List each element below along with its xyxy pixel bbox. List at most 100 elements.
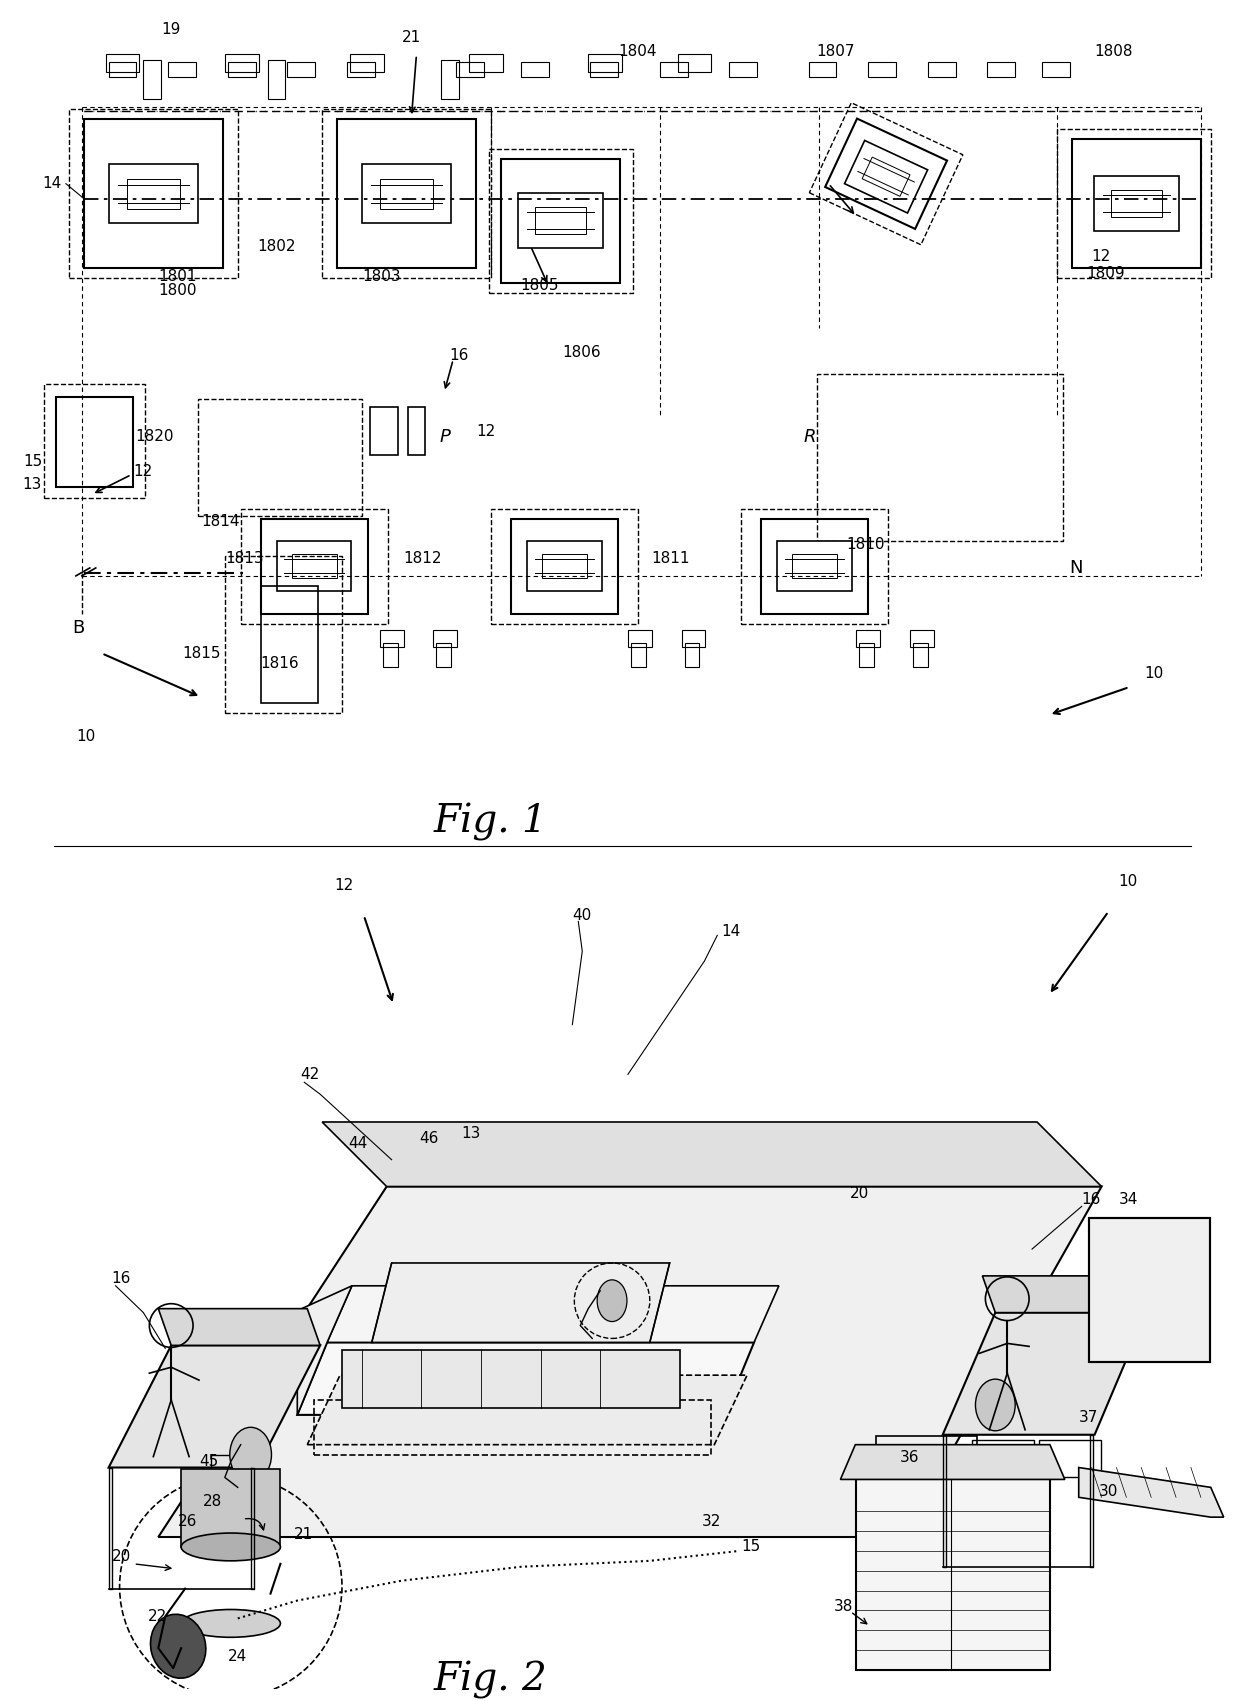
Text: 1804: 1804	[618, 44, 656, 60]
Text: 42: 42	[300, 1067, 320, 1082]
Bar	[910, 631, 934, 648]
Bar	[260, 519, 368, 614]
Text: 1812: 1812	[403, 551, 441, 565]
Bar	[627, 631, 652, 648]
Text: 20: 20	[112, 1550, 131, 1565]
Text: 1803: 1803	[362, 269, 401, 284]
Bar	[436, 643, 451, 667]
Bar	[69, 109, 238, 277]
Bar	[684, 643, 699, 667]
Polygon shape	[308, 1374, 746, 1444]
Text: Fig. 2: Fig. 2	[434, 1660, 548, 1699]
Bar	[105, 54, 139, 73]
Bar	[314, 1400, 712, 1454]
Text: 28: 28	[203, 1493, 222, 1509]
Bar	[1089, 1218, 1210, 1363]
Bar	[491, 509, 637, 624]
Text: 14: 14	[42, 177, 62, 191]
Text: 1813: 1813	[224, 551, 263, 565]
Ellipse shape	[229, 1427, 272, 1482]
Bar	[456, 61, 484, 78]
Polygon shape	[1079, 1468, 1224, 1517]
Bar	[45, 384, 145, 498]
Text: 24: 24	[228, 1648, 247, 1664]
Bar	[224, 54, 259, 73]
Bar	[342, 1351, 680, 1408]
Bar	[536, 208, 585, 235]
Bar	[857, 1480, 1050, 1670]
Text: 37: 37	[1079, 1410, 1099, 1425]
Text: 19: 19	[161, 22, 181, 37]
Text: 1807: 1807	[817, 44, 856, 60]
Bar	[501, 158, 620, 282]
Text: 15: 15	[22, 454, 42, 469]
Bar	[228, 61, 255, 78]
Text: 44: 44	[348, 1136, 367, 1152]
Bar	[169, 61, 196, 78]
Bar	[350, 54, 383, 73]
Text: B: B	[72, 619, 84, 636]
Ellipse shape	[598, 1279, 627, 1322]
Text: 36: 36	[900, 1449, 920, 1465]
Bar	[972, 1439, 1034, 1478]
Text: 20: 20	[851, 1186, 869, 1201]
Bar	[588, 54, 622, 73]
Text: 1820: 1820	[135, 429, 174, 444]
Text: 38: 38	[833, 1599, 853, 1614]
Text: 15: 15	[742, 1539, 760, 1555]
Bar	[56, 396, 134, 486]
Text: 45: 45	[198, 1454, 218, 1470]
Bar	[441, 60, 459, 99]
Ellipse shape	[150, 1614, 206, 1679]
Text: 1806: 1806	[563, 345, 601, 361]
Bar	[84, 119, 223, 269]
Text: 1815: 1815	[182, 646, 221, 660]
Polygon shape	[159, 1187, 1101, 1538]
Bar	[347, 61, 374, 78]
Polygon shape	[322, 1123, 1101, 1187]
Bar	[181, 1470, 280, 1546]
Text: P: P	[439, 429, 450, 446]
Text: 10: 10	[1118, 874, 1137, 890]
Bar	[518, 194, 603, 248]
Text: 1800: 1800	[159, 284, 197, 298]
Text: 40: 40	[573, 908, 591, 924]
Text: 34: 34	[1118, 1192, 1138, 1208]
Polygon shape	[298, 1286, 352, 1415]
Text: 1811: 1811	[652, 551, 691, 565]
Polygon shape	[109, 1345, 320, 1468]
Text: 12: 12	[476, 425, 495, 439]
Bar	[862, 156, 910, 196]
Ellipse shape	[181, 1533, 280, 1562]
Bar	[868, 61, 897, 78]
Bar	[590, 61, 618, 78]
Polygon shape	[298, 1342, 754, 1415]
Bar	[810, 102, 963, 245]
Bar	[777, 541, 852, 590]
Bar	[198, 400, 362, 517]
Text: 1816: 1816	[260, 657, 299, 670]
Bar	[631, 643, 646, 667]
Text: N: N	[1069, 560, 1083, 577]
Bar	[288, 61, 315, 78]
Bar	[742, 509, 888, 624]
Polygon shape	[982, 1276, 1146, 1313]
Text: 46: 46	[419, 1131, 439, 1146]
Bar	[433, 631, 458, 648]
Bar	[542, 553, 587, 578]
Bar	[1111, 191, 1162, 218]
Text: 13: 13	[22, 476, 42, 492]
Bar	[792, 553, 837, 578]
Text: 12: 12	[1091, 248, 1111, 264]
Bar	[370, 407, 398, 454]
Bar	[260, 585, 319, 703]
Text: 32: 32	[702, 1514, 720, 1529]
Bar	[808, 61, 837, 78]
Bar	[1042, 61, 1070, 78]
Text: 1814: 1814	[201, 514, 239, 529]
Bar	[877, 1436, 977, 1497]
Bar	[268, 60, 285, 99]
Bar	[844, 141, 928, 213]
Text: 10: 10	[1145, 665, 1163, 680]
Polygon shape	[841, 1444, 1065, 1480]
